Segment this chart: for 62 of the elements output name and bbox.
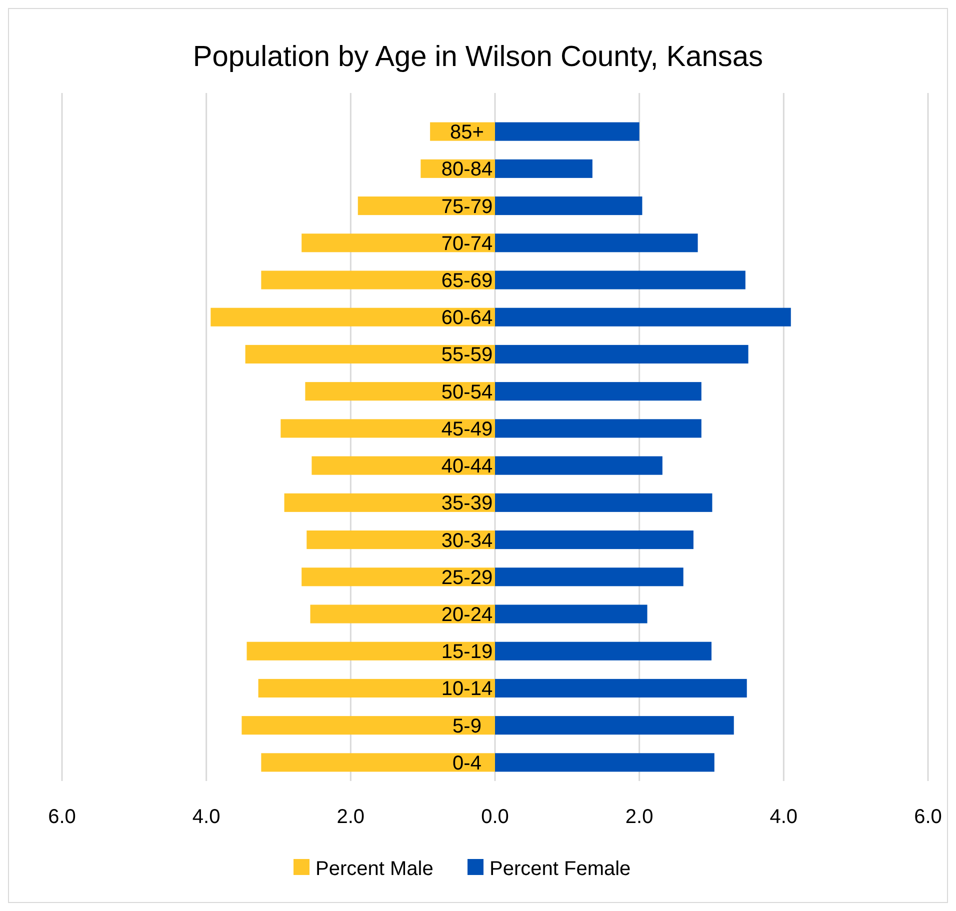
y-tick-label: 60-64: [441, 307, 493, 330]
legend-label: Percent Female: [490, 858, 631, 880]
y-tick-label: 30-34: [441, 530, 493, 552]
y-tick-label: 5-9: [452, 715, 482, 738]
x-tick-label: 4.0: [192, 806, 220, 828]
x-tick-label: 6.0: [914, 806, 942, 828]
chart-title: Population by Age in Wilson County, Kansas: [192, 41, 764, 73]
y-tick-label: 50-54: [441, 381, 493, 404]
bar: [495, 642, 712, 660]
bar: [310, 604, 495, 624]
x-tick-label: 6.0: [48, 806, 76, 828]
y-tick-label: 40-44: [441, 456, 493, 478]
y-tick-label: 0-4: [452, 752, 482, 774]
bar: [245, 344, 495, 364]
legend-label: Percent Male: [316, 858, 434, 880]
bar: [306, 530, 495, 550]
bar: [495, 419, 702, 438]
bar: [495, 234, 698, 252]
bar: [495, 568, 684, 586]
bar: [495, 716, 734, 735]
bar: [495, 493, 712, 512]
x-tick-label: 2.0: [625, 806, 654, 828]
bar: [261, 270, 495, 290]
bar: [495, 308, 791, 326]
x-tick-label: 2.0: [336, 806, 365, 828]
bar: [280, 419, 495, 438]
bar: [358, 196, 495, 216]
bar: [302, 568, 495, 586]
y-tick-label: 70-74: [441, 232, 493, 255]
y-tick-label: 85+: [450, 122, 484, 144]
bar: [495, 159, 592, 178]
bar: [495, 196, 642, 216]
x-tick-label: 4.0: [770, 806, 798, 828]
y-tick-label: 15-19: [441, 641, 493, 664]
y-tick-label: 75-79: [441, 196, 493, 218]
bar: [246, 642, 495, 660]
bar: [242, 716, 495, 735]
bar: [210, 308, 495, 326]
bar: [495, 604, 648, 624]
y-tick-label: 35-39: [441, 492, 493, 515]
y-tick-label: 25-29: [441, 566, 493, 589]
bar: [495, 382, 702, 401]
bar: [495, 678, 747, 698]
bar: [495, 530, 694, 550]
y-tick-label: 55-59: [441, 344, 493, 366]
bar: [258, 678, 495, 698]
y-tick-label: 45-49: [441, 418, 493, 440]
bar: [302, 234, 495, 252]
bar: [312, 456, 495, 475]
bar: [495, 122, 640, 141]
bar: [305, 382, 495, 401]
x-tick-label: 0.0: [481, 806, 509, 828]
bar: [495, 456, 662, 475]
bar: [495, 270, 746, 290]
bar: [284, 493, 495, 512]
y-tick-label: 10-14: [441, 678, 493, 700]
y-tick-label: 80-84: [441, 158, 493, 181]
y-tick-label: 20-24: [441, 604, 493, 626]
bar: [261, 753, 495, 772]
bar: [495, 753, 714, 772]
bar: [495, 344, 748, 364]
y-tick-label: 65-69: [441, 270, 493, 292]
